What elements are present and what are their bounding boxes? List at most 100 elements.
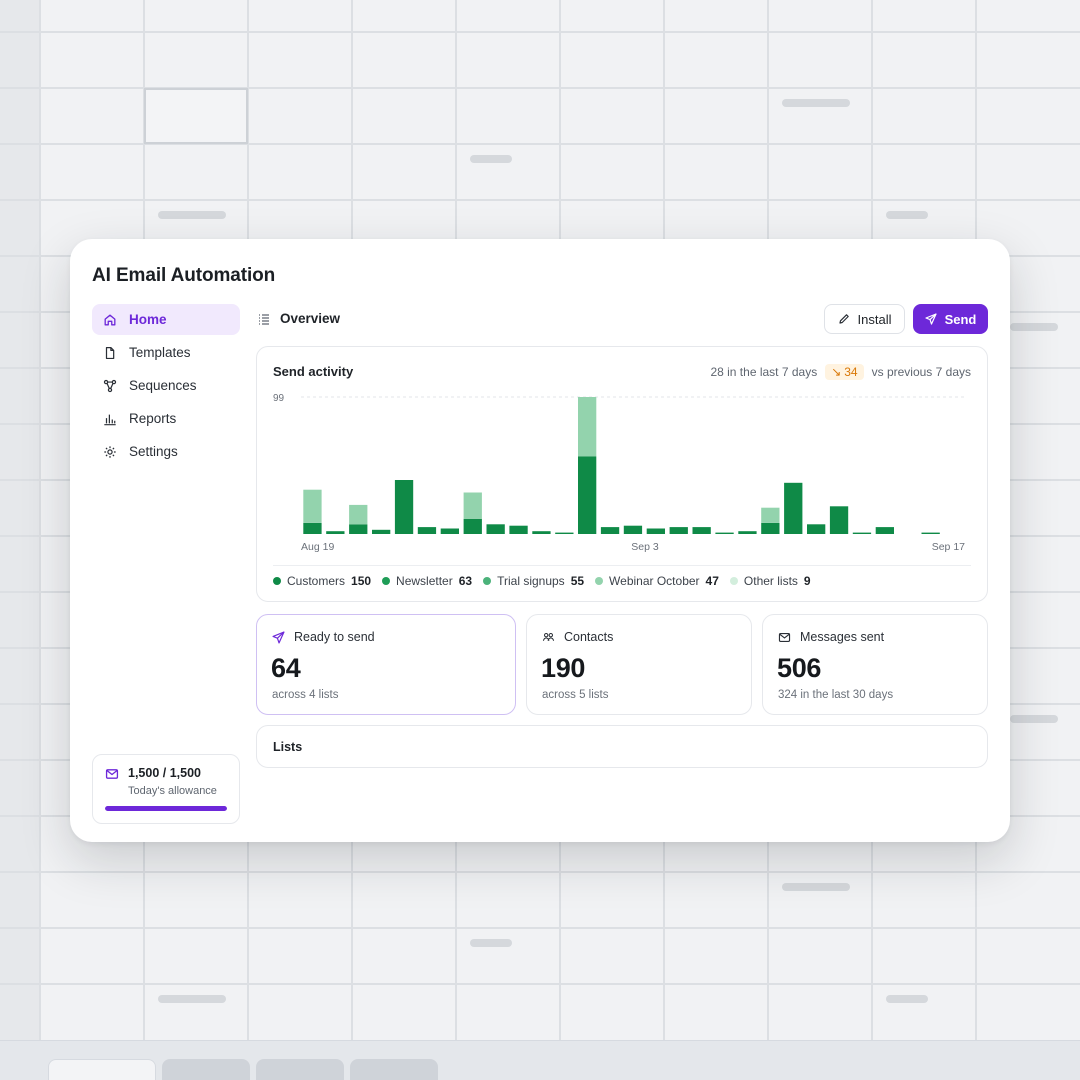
- legend-divider: [273, 565, 971, 566]
- chart-bar-customers: [715, 532, 734, 534]
- document-icon: [103, 346, 117, 360]
- stat-card-contacts[interactable]: Contacts 190 across 5 lists: [526, 614, 752, 715]
- sidebar-item-reports[interactable]: Reports: [92, 403, 240, 434]
- legend-value: 9: [803, 574, 811, 588]
- stat-subtext: 324 in the last 30 days: [778, 689, 894, 701]
- panel-title: Send activity: [273, 364, 354, 379]
- lists-panel[interactable]: Lists: [256, 725, 988, 768]
- chart-bar-customers: [784, 482, 803, 534]
- x-tick-label: Sep 3: [631, 541, 659, 553]
- chart-bar-customers: [692, 527, 711, 534]
- sidebar-item-home[interactable]: Home: [92, 304, 240, 335]
- legend-item: Webinar October 47: [595, 574, 719, 588]
- install-button[interactable]: Install: [824, 304, 905, 334]
- send-icon: [272, 630, 285, 644]
- chart-bar-customers: [875, 527, 894, 534]
- allowance-card: 1,500 / 1,500 Today's allowance: [92, 754, 240, 824]
- chart-bar-webinar: [463, 492, 482, 519]
- legend-swatch: [595, 577, 604, 585]
- stat-label: Contacts: [564, 630, 614, 644]
- chart-bar-customers: [669, 527, 688, 534]
- legend-value: 47: [705, 574, 719, 588]
- chart-bar-customers: [394, 480, 414, 534]
- stat-label: Ready to send: [294, 630, 375, 644]
- sheet-tab-bar: [0, 1040, 1080, 1080]
- chart-bar-customers: [372, 529, 391, 534]
- chart-bar-customers: [555, 532, 574, 534]
- send-button[interactable]: Send: [913, 304, 988, 334]
- legend-label: Webinar October: [609, 574, 700, 588]
- chart-bar-customers: [349, 524, 368, 534]
- chart-bar-customers: [326, 531, 345, 534]
- sidebar-item-label: Templates: [129, 345, 191, 360]
- stat-card-messages-sent[interactable]: Messages sent 506 324 in the last 30 day…: [762, 614, 988, 715]
- sidebar-item-sequences[interactable]: Sequences: [92, 370, 240, 401]
- sidebar-item-label: Sequences: [129, 378, 197, 393]
- stat-value: 506: [777, 653, 822, 683]
- sheet-tab[interactable]: [162, 1059, 250, 1080]
- app-title: AI Email Automation: [92, 265, 276, 286]
- allowance-value: 1,500 / 1,500: [128, 766, 201, 780]
- comparison-text: vs previous 7 days: [871, 365, 971, 379]
- flow-icon: [103, 379, 117, 393]
- home-icon: [103, 313, 117, 327]
- allowance-progress-fill: [105, 806, 227, 811]
- legend-swatch: [483, 577, 492, 585]
- chart-bar-customers: [807, 524, 826, 534]
- legend-value: 55: [570, 574, 585, 588]
- sidebar-item-label: Reports: [129, 411, 177, 426]
- send-icon: [924, 313, 937, 325]
- summary-text: 28 in the last 7 days: [710, 365, 818, 379]
- chart-legend: Customers 150 Newsletter 63 Trial signups 55 W…: [273, 574, 822, 588]
- chart-bar-webinar: [349, 504, 368, 525]
- sidebar-item-label: Settings: [129, 444, 178, 459]
- chart-bar-customers: [509, 525, 528, 534]
- activity-summary: 28 in the last 7 days ↘ 34 vs previous 7…: [710, 364, 971, 380]
- app-window: AI Email Automation Home Templates Seque…: [70, 239, 1010, 842]
- install-button-label: Install: [857, 311, 892, 327]
- chart-bar-webinar: [303, 489, 322, 523]
- stat-label-row: Ready to send: [272, 630, 375, 644]
- chart-bar-customers: [738, 531, 757, 534]
- legend-item: Other lists 9: [729, 574, 811, 588]
- allowance-label: Today's allowance: [128, 785, 217, 797]
- send-activity-panel: Send activity 28 in the last 7 days ↘ 34…: [256, 346, 988, 602]
- pencil-icon: [838, 313, 850, 325]
- sidebar-item-templates[interactable]: Templates: [92, 337, 240, 368]
- chart-bar-customers: [829, 506, 849, 534]
- sheet-tab[interactable]: [256, 1059, 344, 1080]
- chart-bar-customers: [921, 532, 940, 534]
- legend-label: Other lists: [743, 574, 798, 588]
- legend-value: 150: [351, 574, 372, 588]
- allowance-progress-bar: [105, 806, 227, 811]
- lists-title: Lists: [273, 740, 303, 754]
- legend-label: Customers: [287, 574, 346, 588]
- stat-value: 190: [541, 653, 586, 683]
- stat-label: Messages sent: [800, 630, 885, 644]
- sheet-tab[interactable]: [48, 1059, 156, 1080]
- chart-bar-customers: [463, 518, 482, 534]
- legend-item: Trial signups 55: [483, 574, 584, 588]
- chart-bar-webinar: [761, 507, 780, 523]
- y-max-label: 99: [273, 393, 285, 404]
- stat-label-row: Messages sent: [778, 630, 884, 644]
- chart-bar-customers: [852, 532, 872, 534]
- sidebar-item-settings[interactable]: Settings: [92, 436, 240, 467]
- chart-bar-customers: [303, 522, 322, 534]
- x-tick-label: Sep 17: [932, 541, 965, 553]
- sidebar: Home Templates Sequences Reports Setting…: [92, 304, 240, 469]
- trend-down-icon: ↘: [831, 365, 842, 379]
- stat-subtext: across 5 lists: [542, 689, 609, 701]
- sheet-tab[interactable]: [350, 1059, 438, 1080]
- section-title: Overview: [280, 311, 341, 326]
- stat-value: 64: [271, 653, 301, 683]
- legend-label: Newsletter: [396, 574, 453, 588]
- chart-bar-webinar: [578, 397, 597, 457]
- chart-bar-customers: [761, 522, 780, 534]
- chart-bar-customers: [646, 528, 665, 534]
- stat-card-ready-to-send[interactable]: Ready to send 64 across 4 lists: [256, 614, 516, 715]
- send-button-label: Send: [944, 311, 977, 327]
- mail-icon: [778, 631, 791, 644]
- bar-chart-icon: [103, 412, 117, 426]
- change-value: 34: [844, 365, 858, 379]
